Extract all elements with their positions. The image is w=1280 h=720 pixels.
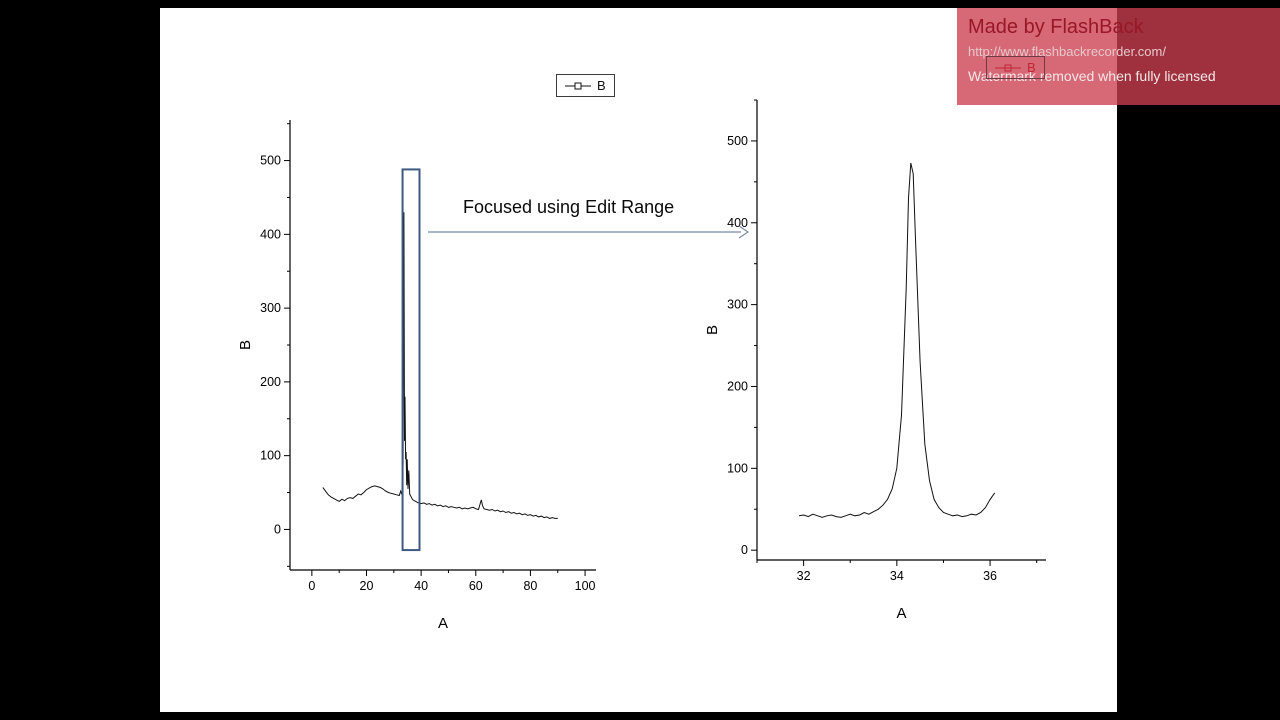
- svg-text:200: 200: [260, 375, 281, 389]
- svg-text:500: 500: [260, 154, 281, 168]
- svg-text:200: 200: [727, 379, 748, 393]
- svg-text:100: 100: [575, 579, 596, 593]
- svg-text:36: 36: [983, 569, 997, 583]
- svg-text:34: 34: [890, 569, 904, 583]
- svg-text:300: 300: [727, 298, 748, 312]
- right-chart: 32 34 36 0 100 200 300 400 500 A B: [704, 99, 1046, 622]
- legend-label: B: [1027, 60, 1036, 75]
- legend-line-icon: [565, 82, 591, 89]
- svg-text:400: 400: [727, 216, 748, 230]
- watermark-note: Watermark removed when fully licensed: [968, 68, 1216, 84]
- svg-text:32: 32: [797, 569, 811, 583]
- svg-text:60: 60: [469, 579, 483, 593]
- svg-text:400: 400: [260, 227, 281, 241]
- watermark-title: Made by FlashBack: [968, 16, 1144, 38]
- svg-text:100: 100: [260, 449, 281, 463]
- focus-annotation: Focused using Edit Range: [463, 197, 675, 217]
- left-chart: 0 20 40 60 80 100 0 100 200 300 400 500 A B: [237, 120, 596, 632]
- left-chart-legend: B: [556, 74, 615, 97]
- app-canvas: 0 20 40 60 80 100 0 100 200 300 400 500 A B 32 34 36 0 10…: [160, 8, 1117, 712]
- svg-text:A: A: [438, 615, 448, 632]
- svg-text:100: 100: [727, 461, 748, 475]
- legend-line-icon: [995, 64, 1021, 71]
- watermark-url: http://www.flashbackrecorder.com/: [968, 44, 1166, 59]
- svg-text:80: 80: [523, 579, 537, 593]
- svg-text:B: B: [237, 340, 254, 350]
- svg-text:500: 500: [727, 134, 748, 148]
- svg-text:B: B: [704, 325, 721, 335]
- svg-text:0: 0: [274, 522, 281, 536]
- legend-label: B: [597, 78, 606, 93]
- svg-text:40: 40: [414, 579, 428, 593]
- svg-text:300: 300: [260, 301, 281, 315]
- right-chart-legend: B: [986, 56, 1045, 79]
- svg-text:0: 0: [308, 579, 315, 593]
- focus-arrow-icon: [428, 225, 750, 239]
- svg-text:0: 0: [741, 543, 748, 557]
- svg-text:20: 20: [360, 579, 374, 593]
- svg-text:A: A: [896, 605, 906, 622]
